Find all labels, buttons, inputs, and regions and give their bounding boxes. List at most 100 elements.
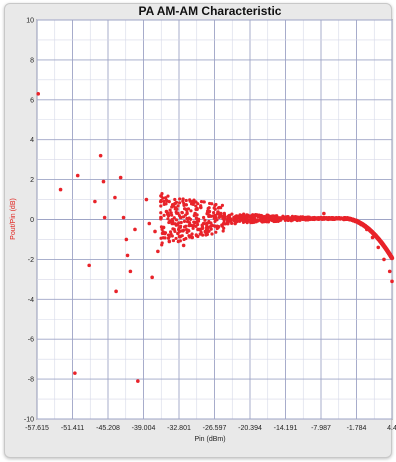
band-point (263, 219, 267, 224)
scatter-point (102, 215, 107, 220)
scatter-point (181, 243, 186, 248)
band-point (161, 236, 165, 240)
chart-title: PA AM-AM Characteristic (139, 4, 282, 18)
band-point (159, 217, 163, 221)
x-tick-label: -7.987 (311, 425, 331, 432)
y-tick-label: -8 (28, 377, 34, 384)
scatter-point (93, 199, 97, 204)
band-point (173, 222, 177, 226)
y-tick-label: -10 (24, 417, 34, 424)
band-point (215, 224, 219, 228)
band-point (221, 229, 225, 233)
band-point (205, 232, 210, 236)
band-point (320, 216, 324, 220)
band-point (307, 215, 312, 219)
x-tick-label: -32.801 (167, 425, 191, 432)
band-point (159, 211, 163, 215)
band-point (256, 218, 260, 223)
band-point (168, 220, 172, 224)
y-tick-labels: -10 -8 -6 -4 -2 0 2 4 6 8 10 (24, 18, 34, 424)
scatter-point (382, 257, 386, 262)
band-point (250, 217, 254, 221)
scatter-point (167, 239, 172, 244)
band-point (190, 201, 195, 205)
band-point (168, 208, 172, 212)
x-tick-label: -39.004 (132, 425, 156, 432)
band-point (201, 226, 205, 230)
band-point (159, 204, 163, 208)
grid-lines (36, 19, 393, 420)
band-point (166, 211, 170, 215)
scatter-point (121, 215, 126, 220)
band-point (182, 207, 187, 211)
scatter-point (58, 187, 63, 192)
y-tick-label: -2 (28, 257, 34, 264)
y-axis-label: Pout/Pin (dB) (10, 198, 17, 240)
band-point (210, 232, 214, 236)
band-point (160, 192, 164, 196)
band-point (184, 198, 188, 203)
band-point (166, 233, 171, 237)
band-point (243, 219, 247, 223)
y-tick-label: 6 (30, 97, 34, 104)
band-point (173, 197, 177, 202)
scatter-point (75, 173, 80, 178)
band-point (273, 219, 277, 223)
scatter-point (144, 197, 149, 202)
band-point (172, 216, 176, 220)
scatter-point (136, 379, 140, 383)
band-point (286, 218, 290, 223)
band-point (188, 217, 193, 221)
band-point (166, 194, 170, 198)
band-point (235, 220, 239, 224)
band-point (179, 224, 183, 228)
scatter-point (153, 229, 157, 234)
x-tick-label: -57.615 (25, 425, 49, 432)
band-point (192, 214, 196, 218)
band-point (213, 224, 217, 228)
scatter-point (101, 179, 106, 184)
band-point (214, 202, 218, 207)
y-tick-label: -4 (28, 297, 34, 304)
band-point (181, 197, 185, 201)
band-point (206, 206, 210, 211)
band-point (199, 204, 203, 208)
x-tick-label: 4.4 (387, 425, 396, 432)
band-point (330, 217, 335, 221)
y-tick-label: 0 (30, 217, 34, 224)
band-point (216, 211, 220, 216)
band-point (209, 224, 213, 228)
band-point (180, 210, 184, 215)
band-point (194, 204, 198, 208)
band-point (185, 230, 189, 235)
dense-curve (159, 192, 395, 261)
band-point (182, 203, 186, 207)
band-point (210, 202, 214, 206)
band-point (176, 239, 181, 243)
band-point (205, 212, 209, 216)
band-point (251, 213, 255, 217)
band-point (170, 213, 174, 217)
band-point (174, 236, 178, 241)
band-point (178, 197, 182, 201)
band-point (181, 215, 186, 219)
band-point (245, 218, 249, 222)
band-point (219, 206, 223, 210)
x-tick-label: -51.411 (61, 425, 84, 432)
band-point (263, 214, 267, 219)
scatter-point (156, 249, 160, 254)
band-point (167, 200, 171, 204)
band-point (235, 215, 239, 219)
scatter-point (376, 245, 381, 250)
band-point (196, 202, 200, 206)
x-tick-label: -20.394 (238, 425, 262, 432)
band-point (337, 217, 341, 221)
band-point (183, 213, 188, 217)
x-tick-label: -26.597 (203, 425, 227, 432)
band-point (209, 227, 213, 231)
scatter-point (133, 227, 137, 232)
band-point (212, 216, 216, 220)
band-point (171, 238, 176, 243)
x-tick-label: -1.784 (347, 425, 367, 432)
band-point (180, 234, 184, 238)
